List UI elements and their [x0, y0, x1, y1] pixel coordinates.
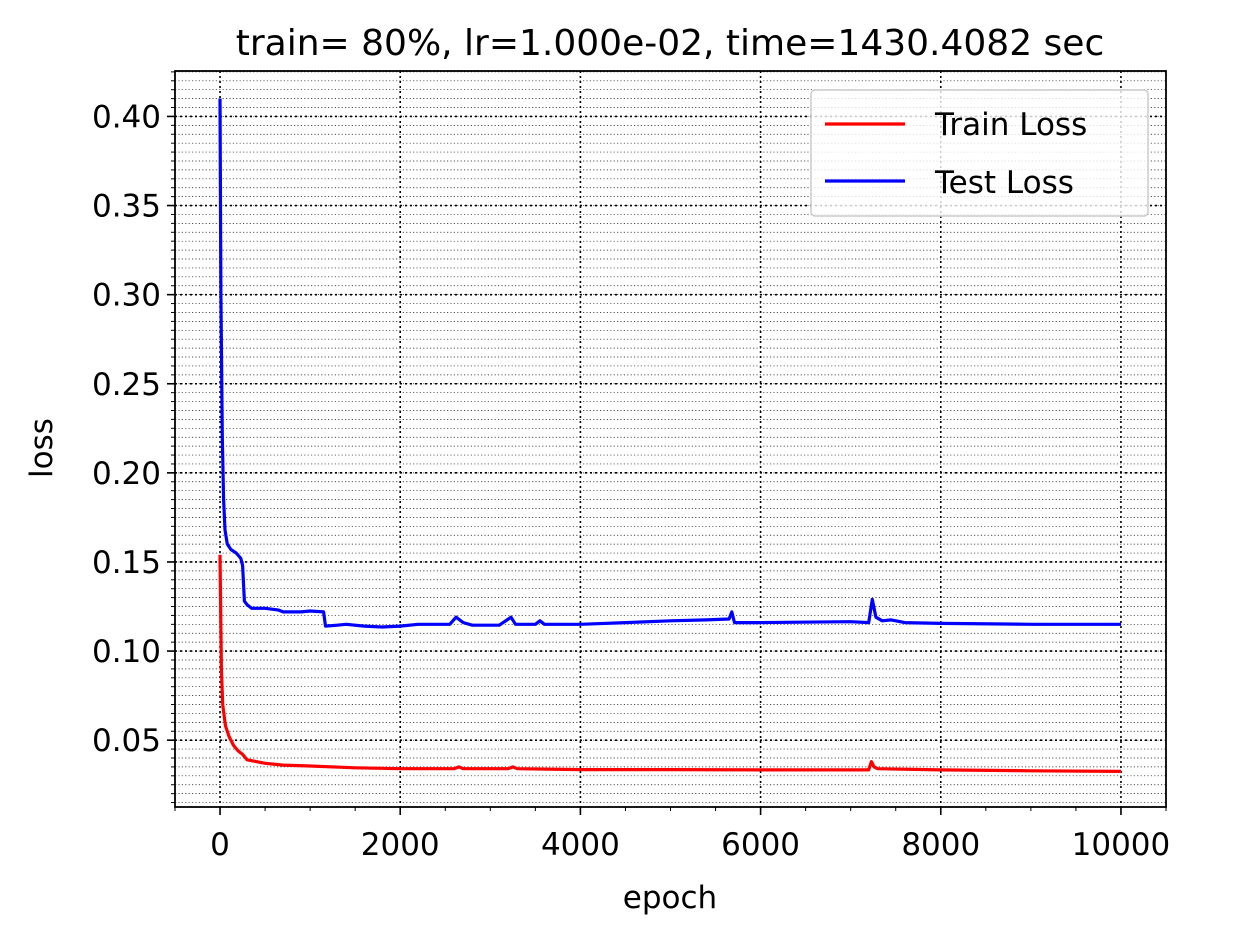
y-tick-label: 0.25: [92, 367, 161, 403]
legend-box: [810, 89, 1149, 217]
legend-label-train-loss: Train Loss: [934, 107, 1087, 143]
legend: Train Loss Test Loss: [810, 89, 1149, 217]
x-tick-label: 8000: [901, 827, 980, 863]
series-line-train-loss: [218, 554, 1122, 773]
x-tick-label: 2000: [361, 827, 440, 863]
x-tick-label: 10000: [1072, 827, 1171, 863]
y-tick-label: 0.05: [92, 723, 161, 759]
y-tick-label: 0.40: [92, 99, 161, 135]
x-axis-label: epoch: [623, 880, 717, 916]
series-layer: [218, 98, 1122, 773]
y-tick-label: 0.30: [92, 278, 161, 314]
y-tick-label: 0.20: [92, 456, 161, 492]
tick-labels: 0.05 0.10 0.15 0.20 0.25 0.30 0.35 0.40 0 2000 400…: [92, 99, 1170, 863]
series-line-test-loss: [218, 98, 1121, 629]
chart-title: train= 80%, lr=1.000e-02, time=1430.4082…: [236, 23, 1104, 64]
y-axis-label: loss: [24, 418, 60, 478]
x-tick-label: 6000: [721, 827, 800, 863]
x-tick-label: 4000: [541, 827, 620, 863]
x-tick-label: 0: [210, 827, 230, 863]
legend-label-test-loss: Test Loss: [934, 165, 1074, 201]
y-tick-label: 0.15: [92, 545, 161, 581]
ticks-layer: [167, 71, 1167, 815]
y-tick-label: 0.10: [92, 634, 161, 670]
y-tick-label: 0.35: [92, 189, 161, 225]
